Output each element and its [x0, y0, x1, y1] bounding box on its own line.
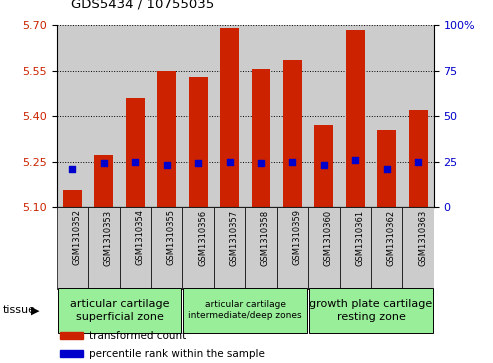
Bar	[277, 207, 308, 290]
Text: GSM1310361: GSM1310361	[355, 209, 364, 266]
Text: GSM1310353: GSM1310353	[104, 209, 113, 266]
Point	[163, 162, 171, 167]
Bar	[214, 207, 246, 290]
Bar	[182, 207, 214, 290]
Text: articular cartilage
intermediate/deep zones: articular cartilage intermediate/deep zo…	[188, 300, 302, 321]
Text: GSM1310362: GSM1310362	[387, 209, 396, 266]
Text: tissue: tissue	[2, 305, 35, 315]
Bar	[58, 288, 181, 333]
Point	[100, 160, 108, 166]
Bar	[57, 207, 88, 290]
Bar	[151, 207, 182, 290]
Point	[414, 159, 422, 164]
Bar	[377, 130, 396, 207]
Point	[226, 159, 234, 164]
Text: GSM1310354: GSM1310354	[135, 209, 144, 265]
Bar	[309, 288, 433, 333]
Bar	[126, 98, 145, 207]
Bar	[371, 207, 402, 290]
Bar	[308, 207, 340, 290]
Text: percentile rank within the sample: percentile rank within the sample	[89, 348, 265, 359]
Bar	[189, 77, 208, 207]
Bar	[214, 25, 246, 207]
Bar	[346, 30, 365, 207]
Point	[131, 159, 139, 164]
Point	[288, 159, 296, 164]
Bar	[57, 25, 88, 207]
Bar	[88, 207, 119, 290]
Text: GSM1310352: GSM1310352	[72, 209, 81, 265]
Bar	[409, 110, 427, 207]
Point	[352, 157, 359, 163]
Point	[194, 160, 202, 166]
Bar	[245, 25, 277, 207]
Bar	[119, 207, 151, 290]
Point	[383, 166, 390, 172]
Text: GSM1310363: GSM1310363	[418, 209, 427, 266]
Bar	[119, 25, 151, 207]
Bar	[61, 350, 83, 357]
Bar	[371, 25, 402, 207]
Bar	[63, 190, 82, 207]
Text: GSM1310357: GSM1310357	[230, 209, 239, 266]
Bar	[94, 155, 113, 207]
Bar	[61, 332, 83, 339]
Point	[69, 166, 76, 172]
Text: GSM1310355: GSM1310355	[167, 209, 176, 265]
Bar	[340, 207, 371, 290]
Bar	[220, 28, 239, 207]
Bar	[402, 25, 434, 207]
Point	[257, 160, 265, 166]
Bar	[182, 25, 214, 207]
Text: transformed count: transformed count	[89, 331, 186, 341]
Bar	[183, 288, 307, 333]
Text: growth plate cartilage
resting zone: growth plate cartilage resting zone	[310, 299, 433, 322]
Bar	[277, 25, 308, 207]
Bar	[283, 60, 302, 207]
Bar	[245, 207, 277, 290]
Bar	[402, 207, 434, 290]
Text: GSM1310356: GSM1310356	[198, 209, 207, 266]
Bar	[315, 125, 333, 207]
Text: GSM1310359: GSM1310359	[292, 209, 301, 265]
Text: ▶: ▶	[31, 305, 39, 315]
Bar	[151, 25, 182, 207]
Bar	[157, 71, 176, 207]
Bar	[88, 25, 119, 207]
Bar	[340, 25, 371, 207]
Point	[320, 162, 328, 167]
Text: GDS5434 / 10755035: GDS5434 / 10755035	[71, 0, 215, 11]
Bar	[308, 25, 340, 207]
Text: GSM1310360: GSM1310360	[324, 209, 333, 266]
Text: articular cartilage
superficial zone: articular cartilage superficial zone	[70, 299, 169, 322]
Text: GSM1310358: GSM1310358	[261, 209, 270, 266]
Bar	[251, 69, 270, 207]
